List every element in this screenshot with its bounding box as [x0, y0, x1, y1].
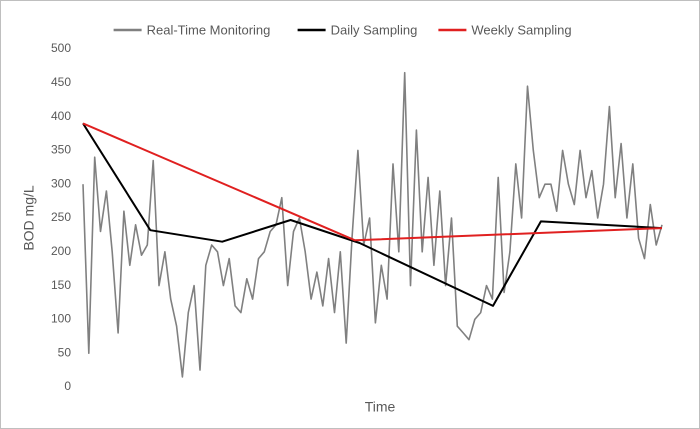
y-tick-label: 150	[51, 278, 71, 292]
series-line	[82, 122, 663, 242]
y-tick-label: 500	[51, 41, 71, 55]
y-axis-label: BOD mg/L	[21, 185, 37, 251]
series-line	[82, 122, 663, 307]
y-tick-label: 450	[51, 75, 71, 89]
y-tick-label: 50	[58, 345, 72, 359]
legend-label: Real-Time Monitoring	[147, 22, 271, 37]
series-line	[82, 71, 663, 378]
y-tick-label: 0	[64, 379, 71, 393]
y-tick-label: 300	[51, 176, 71, 190]
legend-label: Weekly Sampling	[471, 22, 571, 37]
y-tick-label: 100	[51, 312, 71, 326]
y-tick-label: 400	[51, 109, 71, 123]
x-axis-label: Time	[365, 399, 396, 415]
y-tick-label: 350	[51, 143, 71, 157]
y-tick-label: 200	[51, 244, 71, 258]
y-tick-label: 250	[51, 210, 71, 224]
legend-label: Daily Sampling	[331, 22, 418, 37]
